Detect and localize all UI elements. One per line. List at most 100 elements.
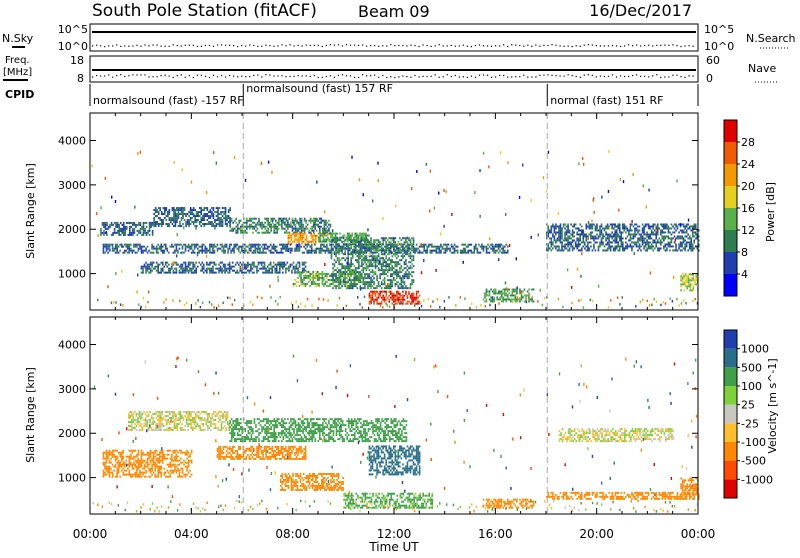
range-gate-cell bbox=[573, 239, 575, 241]
range-gate-cell bbox=[202, 223, 204, 225]
range-gate-cell bbox=[463, 250, 465, 252]
nave-dot bbox=[398, 76, 399, 77]
range-gate-cell bbox=[276, 232, 278, 234]
range-gate-cell bbox=[361, 245, 363, 247]
range-gate-cell bbox=[395, 237, 397, 239]
range-gate-cell bbox=[651, 231, 653, 233]
range-gate-cell bbox=[372, 255, 374, 257]
range-gate-cell bbox=[373, 271, 375, 273]
range-gate-cell bbox=[517, 296, 518, 299]
range-gate-cell bbox=[129, 228, 131, 230]
range-gate-cell bbox=[399, 271, 401, 273]
range-gate-cell bbox=[643, 245, 645, 247]
range-gate-cell bbox=[408, 271, 410, 273]
range-gate-cell bbox=[613, 227, 615, 229]
nsearch-dot bbox=[624, 45, 625, 46]
range-gate-cell bbox=[405, 237, 407, 239]
range-gate-cell bbox=[167, 223, 169, 225]
range-gate-cell bbox=[179, 209, 181, 211]
range-gate-cell bbox=[312, 239, 314, 241]
range-gate-cell bbox=[579, 237, 581, 239]
range-gate-cell bbox=[239, 262, 241, 264]
range-gate-cell bbox=[452, 246, 454, 248]
range-gate-cell bbox=[370, 249, 372, 251]
range-gate-cell bbox=[311, 283, 313, 285]
range-gate-cell bbox=[155, 211, 157, 213]
range-gate-cell bbox=[566, 233, 568, 235]
range-gate-cell bbox=[193, 221, 195, 223]
range-gate-cell bbox=[665, 237, 667, 239]
range-gate-cell bbox=[572, 231, 574, 233]
range-gate-cell bbox=[643, 227, 645, 229]
nave-dot bbox=[382, 75, 383, 76]
range-gate-cell bbox=[340, 263, 342, 265]
range-gate-cell bbox=[361, 261, 363, 263]
range-gate-cell bbox=[391, 259, 393, 261]
range-gate-cell bbox=[678, 245, 680, 247]
range-gate-cell bbox=[689, 241, 691, 243]
range-gate-cell bbox=[495, 244, 497, 246]
range-gate-cell bbox=[102, 232, 104, 234]
range-gate-cell bbox=[229, 268, 231, 270]
range-gate-cell bbox=[376, 251, 378, 253]
range-gate-cell bbox=[344, 267, 346, 269]
range-gate-cell bbox=[590, 245, 592, 247]
range-gate-cell bbox=[602, 235, 604, 237]
range-gate-cell bbox=[268, 246, 270, 248]
range-gate-cell bbox=[288, 237, 290, 239]
range-gate-cell bbox=[560, 237, 562, 239]
nsearch-dot bbox=[298, 45, 299, 46]
range-gate-cell bbox=[297, 268, 299, 270]
nave-dot bbox=[221, 75, 222, 76]
range-gate-cell bbox=[303, 246, 305, 248]
range-gate-cell bbox=[308, 250, 310, 252]
range-gate-cell bbox=[296, 268, 298, 270]
range-gate-cell bbox=[172, 219, 174, 221]
range-gate-cell bbox=[250, 264, 252, 266]
range-gate-cell bbox=[193, 223, 195, 225]
range-gate-cell bbox=[255, 246, 257, 248]
range-gate-cell bbox=[381, 301, 383, 303]
range-gate-cell bbox=[590, 233, 592, 235]
range-gate-cell bbox=[264, 222, 266, 224]
range-gate-cell bbox=[106, 244, 108, 246]
range-gate-cell bbox=[692, 233, 694, 235]
range-gate-cell bbox=[684, 247, 686, 249]
station-title: South Pole Station (fitACF) bbox=[92, 1, 317, 21]
range-gate-cell bbox=[460, 296, 461, 299]
nave-dot bbox=[298, 75, 299, 76]
range-gate-cell bbox=[103, 230, 105, 232]
range-gate-cell bbox=[265, 248, 267, 250]
range-gate-cell bbox=[595, 249, 597, 251]
range-gate-cell bbox=[155, 225, 157, 227]
range-gate-cell bbox=[599, 225, 601, 227]
range-gate-cell bbox=[353, 247, 355, 249]
range-gate-cell bbox=[240, 226, 242, 228]
range-gate-cell bbox=[692, 247, 694, 249]
range-gate-cell bbox=[379, 275, 381, 277]
range-gate-cell bbox=[364, 235, 366, 237]
range-gate-cell bbox=[587, 243, 589, 245]
range-gate-cell bbox=[241, 246, 243, 248]
range-gate-cell bbox=[206, 248, 208, 250]
range-gate-cell bbox=[313, 230, 315, 232]
range-gate-cell bbox=[302, 262, 304, 264]
range-gate-cell bbox=[388, 259, 390, 261]
range-gate-cell bbox=[123, 224, 125, 226]
range-gate-cell bbox=[504, 292, 506, 294]
range-gate-cell bbox=[141, 272, 143, 274]
range-gate-cell bbox=[191, 248, 193, 250]
range-gate-cell bbox=[692, 287, 694, 289]
range-gate-cell bbox=[229, 297, 230, 300]
nsearch-dot bbox=[281, 44, 282, 45]
range-gate-cell bbox=[662, 235, 664, 237]
range-gate-cell bbox=[346, 277, 348, 279]
range-gate-cell bbox=[314, 277, 316, 279]
range-gate-cell bbox=[416, 291, 418, 293]
nave-dot bbox=[475, 77, 476, 78]
range-gate-cell bbox=[682, 273, 683, 276]
range-gate-cell bbox=[686, 287, 688, 289]
range-gate-cell bbox=[188, 262, 190, 264]
range-gate-cell bbox=[555, 247, 557, 249]
range-gate-cell bbox=[320, 241, 322, 243]
